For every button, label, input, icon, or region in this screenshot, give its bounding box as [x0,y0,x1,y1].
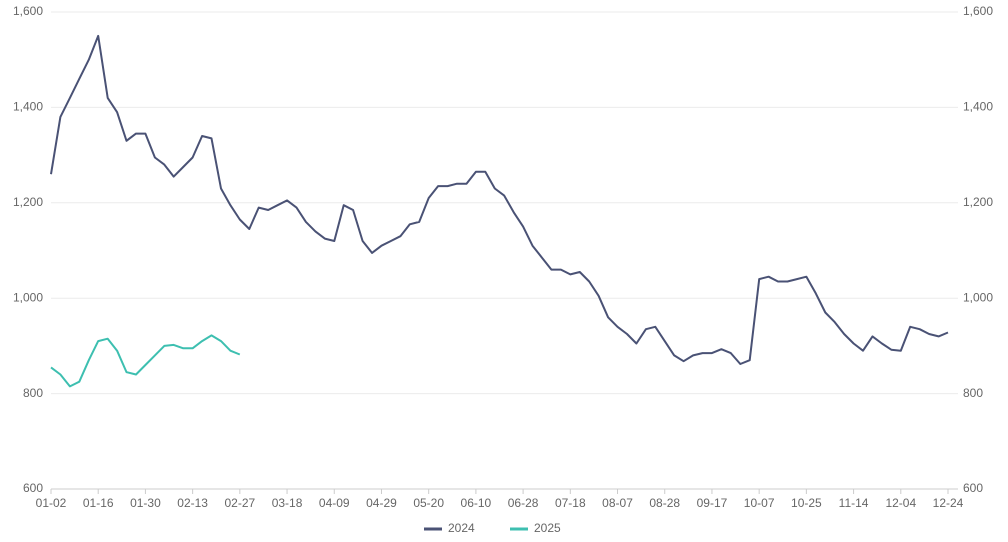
y-tick-label: 800 [23,386,43,400]
y-tick-label: 1,600 [13,4,43,18]
x-tick-label: 11-14 [839,496,869,510]
y2-tick-label: 1,000 [963,290,993,304]
y2-tick-label: 1,400 [963,100,993,114]
x-tick-label: 04-09 [319,496,350,510]
x-tick-label: 02-13 [177,496,208,510]
x-tick-label: 01-02 [36,496,67,510]
y2-tick-label: 600 [963,481,983,495]
x-tick-label: 02-27 [224,496,255,510]
legend-label: 2024 [448,521,475,535]
y-tick-label: 1,000 [13,290,43,304]
x-tick-label: 10-25 [791,496,822,510]
x-tick-label: 06-28 [508,496,539,510]
x-tick-label: 12-04 [885,496,916,510]
x-tick-label: 08-28 [649,496,680,510]
y-tick-label: 600 [23,481,43,495]
x-tick-label: 01-30 [130,496,161,510]
x-tick-label: 05-20 [413,496,444,510]
x-tick-label: 10-07 [744,496,775,510]
x-tick-label: 08-07 [602,496,633,510]
series-line [50,334,241,388]
legend-label: 2025 [534,521,561,535]
x-tick-label: 07-18 [555,496,586,510]
y-tick-label: 1,400 [13,100,43,114]
y-tick-label: 1,200 [13,195,43,209]
x-tick-label: 09-17 [697,496,728,510]
x-tick-label: 03-18 [272,496,303,510]
x-tick-label: 01-16 [83,496,114,510]
y2-tick-label: 1,200 [963,195,993,209]
x-tick-label: 06-10 [461,496,492,510]
x-tick-label: 12-24 [933,496,964,510]
x-tick-label: 04-29 [366,496,397,510]
y2-tick-label: 800 [963,386,983,400]
series-line [50,34,949,365]
y2-tick-label: 1,600 [963,4,993,18]
